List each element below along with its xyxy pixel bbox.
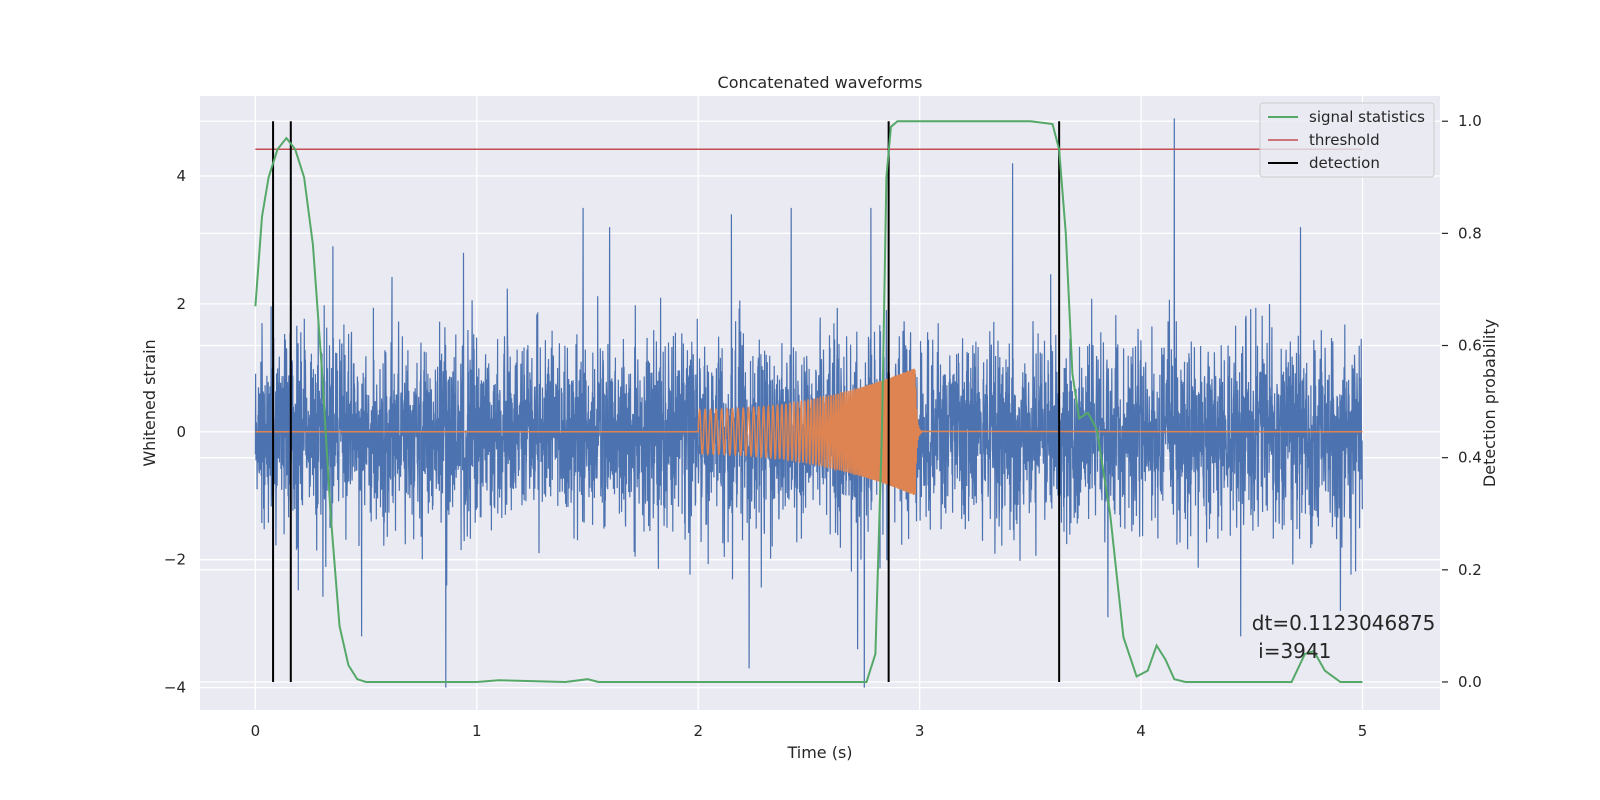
y-tick-label-4: 4	[176, 167, 186, 185]
detection-lines	[272, 121, 1061, 682]
axis-ticks: 0 1 2 3 4 5 −4 −2 0 2 4 0.0 0.2 0.4 0.6 0.8 1.0	[164, 112, 1482, 740]
x-tick-label-3: 3	[915, 722, 925, 740]
legend-label-threshold: threshold	[1309, 131, 1380, 149]
y2-tick-label-3: 0.6	[1458, 337, 1482, 355]
legend-box	[1259, 102, 1435, 178]
signal-statistics-line	[254, 120, 1363, 684]
y2-tick-label-2: 0.4	[1458, 449, 1482, 467]
y-tick-label-0: −4	[164, 679, 186, 697]
x-tick-label-2: 2	[693, 722, 703, 740]
y-tick-label-3: 2	[176, 295, 186, 313]
y2-tick-label-4: 0.8	[1458, 224, 1482, 242]
legend-label-signal-statistics: signal statistics	[1309, 108, 1425, 126]
y2-tick-label-1: 0.2	[1458, 561, 1482, 579]
y2-tick-label-0: 0.0	[1458, 673, 1482, 691]
x-tick-label-0: 0	[251, 722, 261, 740]
legend-label-detection: detection	[1309, 154, 1380, 172]
injected-signal-line	[255, 368, 1363, 496]
x-tick-label-5: 5	[1358, 722, 1368, 740]
y2-tick-label-5: 1.0	[1458, 112, 1482, 130]
y-tick-label-1: −2	[164, 551, 186, 569]
x-tick-label-4: 4	[1136, 722, 1146, 740]
x-tick-label-1: 1	[472, 722, 482, 740]
annotation-index: i=3941	[1252, 639, 1332, 663]
annotation-dt: dt=0.1123046875	[1252, 611, 1436, 635]
y-tick-label-2: 0	[176, 423, 186, 441]
legend: signal statistics threshold detection	[1259, 102, 1435, 178]
y2-axis-label: Detection probability	[1480, 319, 1499, 487]
chart-title: Concatenated waveforms	[718, 73, 923, 92]
y-axis-label: Whitened strain	[140, 339, 159, 466]
x-axis-label: Time (s)	[786, 743, 852, 762]
